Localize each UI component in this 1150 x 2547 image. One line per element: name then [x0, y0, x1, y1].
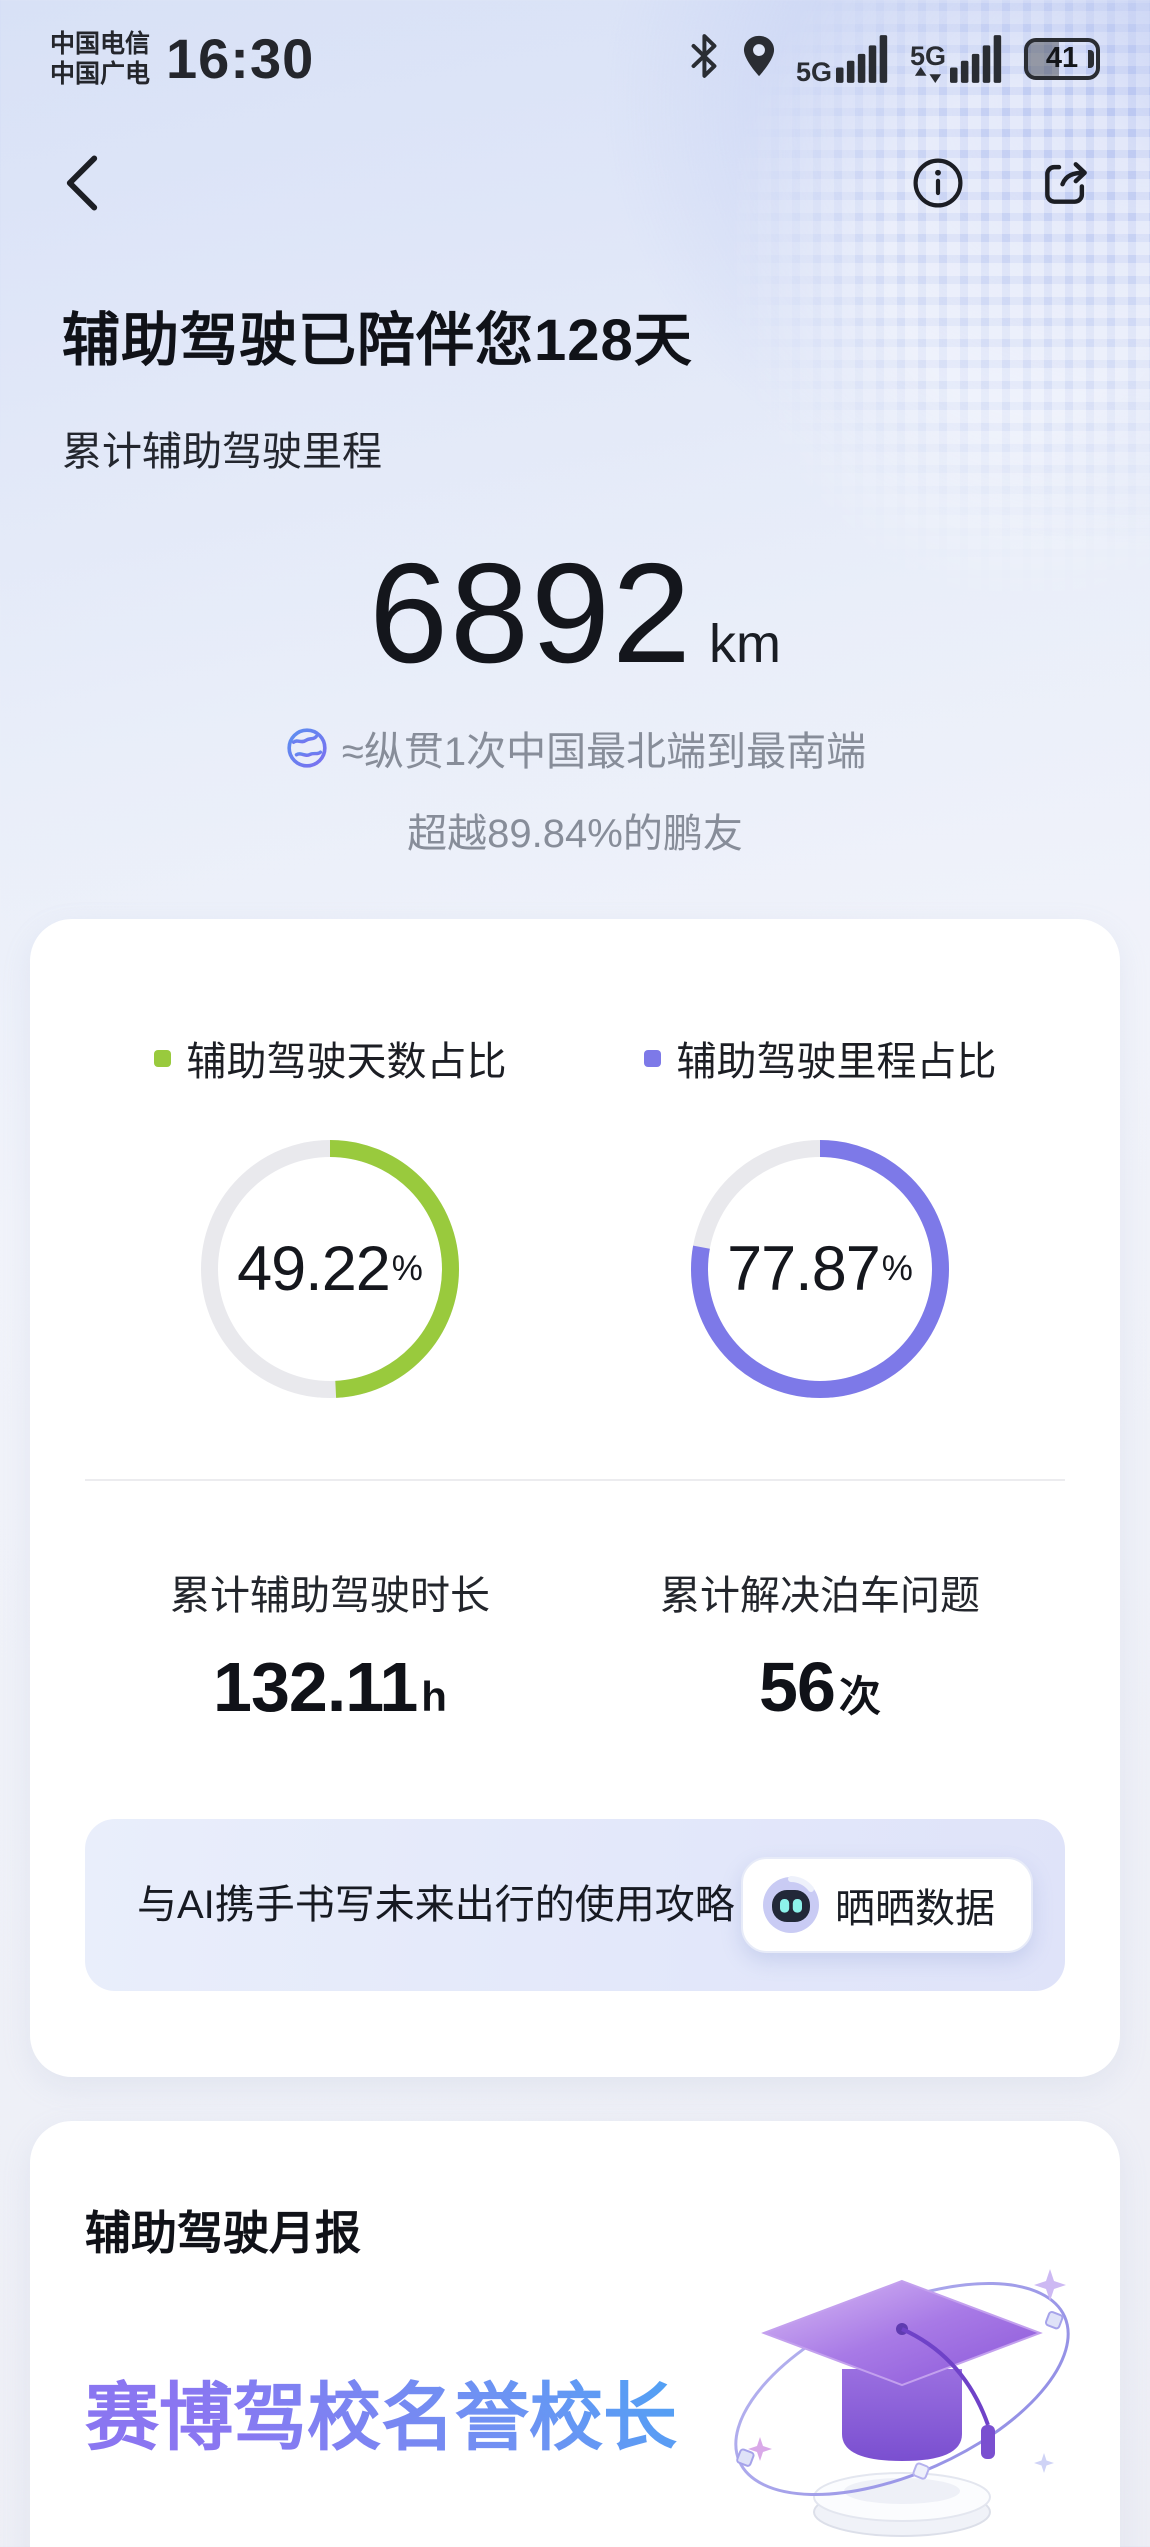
- legend-label-mileage: 辅助驾驶里程占比: [676, 1040, 997, 1084]
- metric-parking-value: 56: [759, 1648, 836, 1726]
- network-5g-label-1: 5G: [795, 56, 832, 87]
- share-data-label: 晒晒数据: [835, 1887, 995, 1931]
- location-icon: [738, 32, 780, 85]
- metric-parking-label: 累计解决泊车问题: [660, 1574, 980, 1618]
- signal-sim1: 5G: [795, 34, 894, 87]
- hero-section: 辅助驾驶已陪伴您128天 累计辅助驾驶里程 6892 km ≈纵贯1次中国最北端…: [0, 293, 1150, 859]
- updown-arrows-icon: [914, 66, 942, 83]
- share-button[interactable]: [1038, 155, 1094, 211]
- carrier-line2: 中国广电: [50, 59, 151, 88]
- report-headline: 赛博驾校名誉校长: [85, 2363, 725, 2473]
- ai-banner-text: 与AI携手书写未来出行的使用攻略: [137, 1882, 735, 1927]
- donut-legend-row: 辅助驾驶天数占比 辅助驾驶里程占比: [85, 1029, 1065, 1087]
- battery-indicator: 41: [1024, 37, 1100, 80]
- comparison-line-1: ≈纵贯1次中国最北端到最南端: [62, 719, 1088, 777]
- legend-days: 辅助驾驶天数占比: [85, 1029, 575, 1087]
- carrier-line1: 中国电信: [50, 29, 151, 58]
- battery-percent: 41: [1045, 42, 1079, 74]
- report-card: 辅助驾驶月报 赛博驾校名誉校长 你已经把辅助驾驶教成「赛博优: [30, 2121, 1120, 2547]
- battery-nub: [1088, 49, 1094, 68]
- robot-icon: [763, 1876, 819, 1933]
- back-button[interactable]: [54, 155, 110, 211]
- page-subtitle: 累计辅助驾驶里程: [62, 430, 382, 474]
- status-time: 16:30: [166, 27, 315, 90]
- share-data-button[interactable]: 晒晒数据: [741, 1857, 1033, 1953]
- network-5g-label-2: 5G: [909, 40, 946, 71]
- metric-duration: 累计辅助驾驶时长 132.11h: [85, 1563, 575, 1727]
- signal-sim2: 5G: [909, 34, 1008, 83]
- donut-value-days: 49.22: [237, 1234, 391, 1304]
- mileage-value: 6892: [369, 534, 693, 693]
- info-button[interactable]: [910, 155, 966, 211]
- card-divider: [85, 1479, 1065, 1481]
- metric-parking: 累计解决泊车问题 56次: [575, 1563, 1065, 1727]
- globe-icon: [287, 728, 327, 768]
- share-icon: [1045, 162, 1087, 204]
- metrics-row: 累计辅助驾驶时长 132.11h 累计解决泊车问题 56次: [85, 1563, 1065, 1727]
- legend-swatch-days: [153, 1049, 171, 1067]
- carrier-labels: 中国电信 中国广电: [50, 29, 150, 89]
- ai-banner: 与AI携手书写未来出行的使用攻略 晒晒数据: [85, 1819, 1065, 1991]
- nav-bar: [0, 91, 1150, 211]
- donut-chart-mileage: 77.87 %: [690, 1139, 950, 1399]
- donut-unit-days: %: [391, 1249, 423, 1288]
- battery-icon: 41: [1024, 37, 1100, 80]
- info-icon: [913, 158, 963, 208]
- metric-duration-label: 累计辅助驾驶时长: [170, 1574, 490, 1618]
- report-title: 辅助驾驶月报: [85, 2207, 361, 2259]
- donut-unit-mileage: %: [881, 1249, 913, 1288]
- comparison-line-2: 超越89.84%的鹏友: [407, 812, 743, 856]
- legend-swatch-mileage: [643, 1049, 661, 1067]
- metric-parking-unit: 次: [838, 1673, 881, 1720]
- metric-duration-unit: h: [421, 1673, 447, 1720]
- comparison-text-1: ≈纵贯1次中国最北端到最南端: [341, 730, 867, 774]
- donut-value-mileage: 77.87: [727, 1234, 881, 1304]
- legend-label-days: 辅助驾驶天数占比: [186, 1040, 507, 1084]
- bluetooth-icon: [686, 33, 722, 84]
- metric-duration-value: 132.11: [213, 1648, 418, 1726]
- pixel-grid-decoration: [590, 0, 1150, 780]
- donut-chart-days: 49.22 %: [200, 1139, 460, 1399]
- stats-card: 辅助驾驶天数占比 辅助驾驶里程占比 49.22 %: [30, 919, 1120, 2077]
- mileage-unit: km: [708, 614, 781, 674]
- legend-mileage: 辅助驾驶里程占比: [575, 1029, 1065, 1087]
- battery-fill: [1028, 41, 1059, 76]
- graduation-cap-illustration: [734, 2269, 1070, 2537]
- mileage-readout: 6892 km: [62, 543, 1088, 685]
- status-bar: 中国电信 中国广电 16:30 5G: [0, 0, 1150, 91]
- donut-row: 49.22 % 77.87 %: [85, 1139, 1065, 1399]
- page-title: 辅助驾驶已陪伴您128天: [62, 308, 693, 373]
